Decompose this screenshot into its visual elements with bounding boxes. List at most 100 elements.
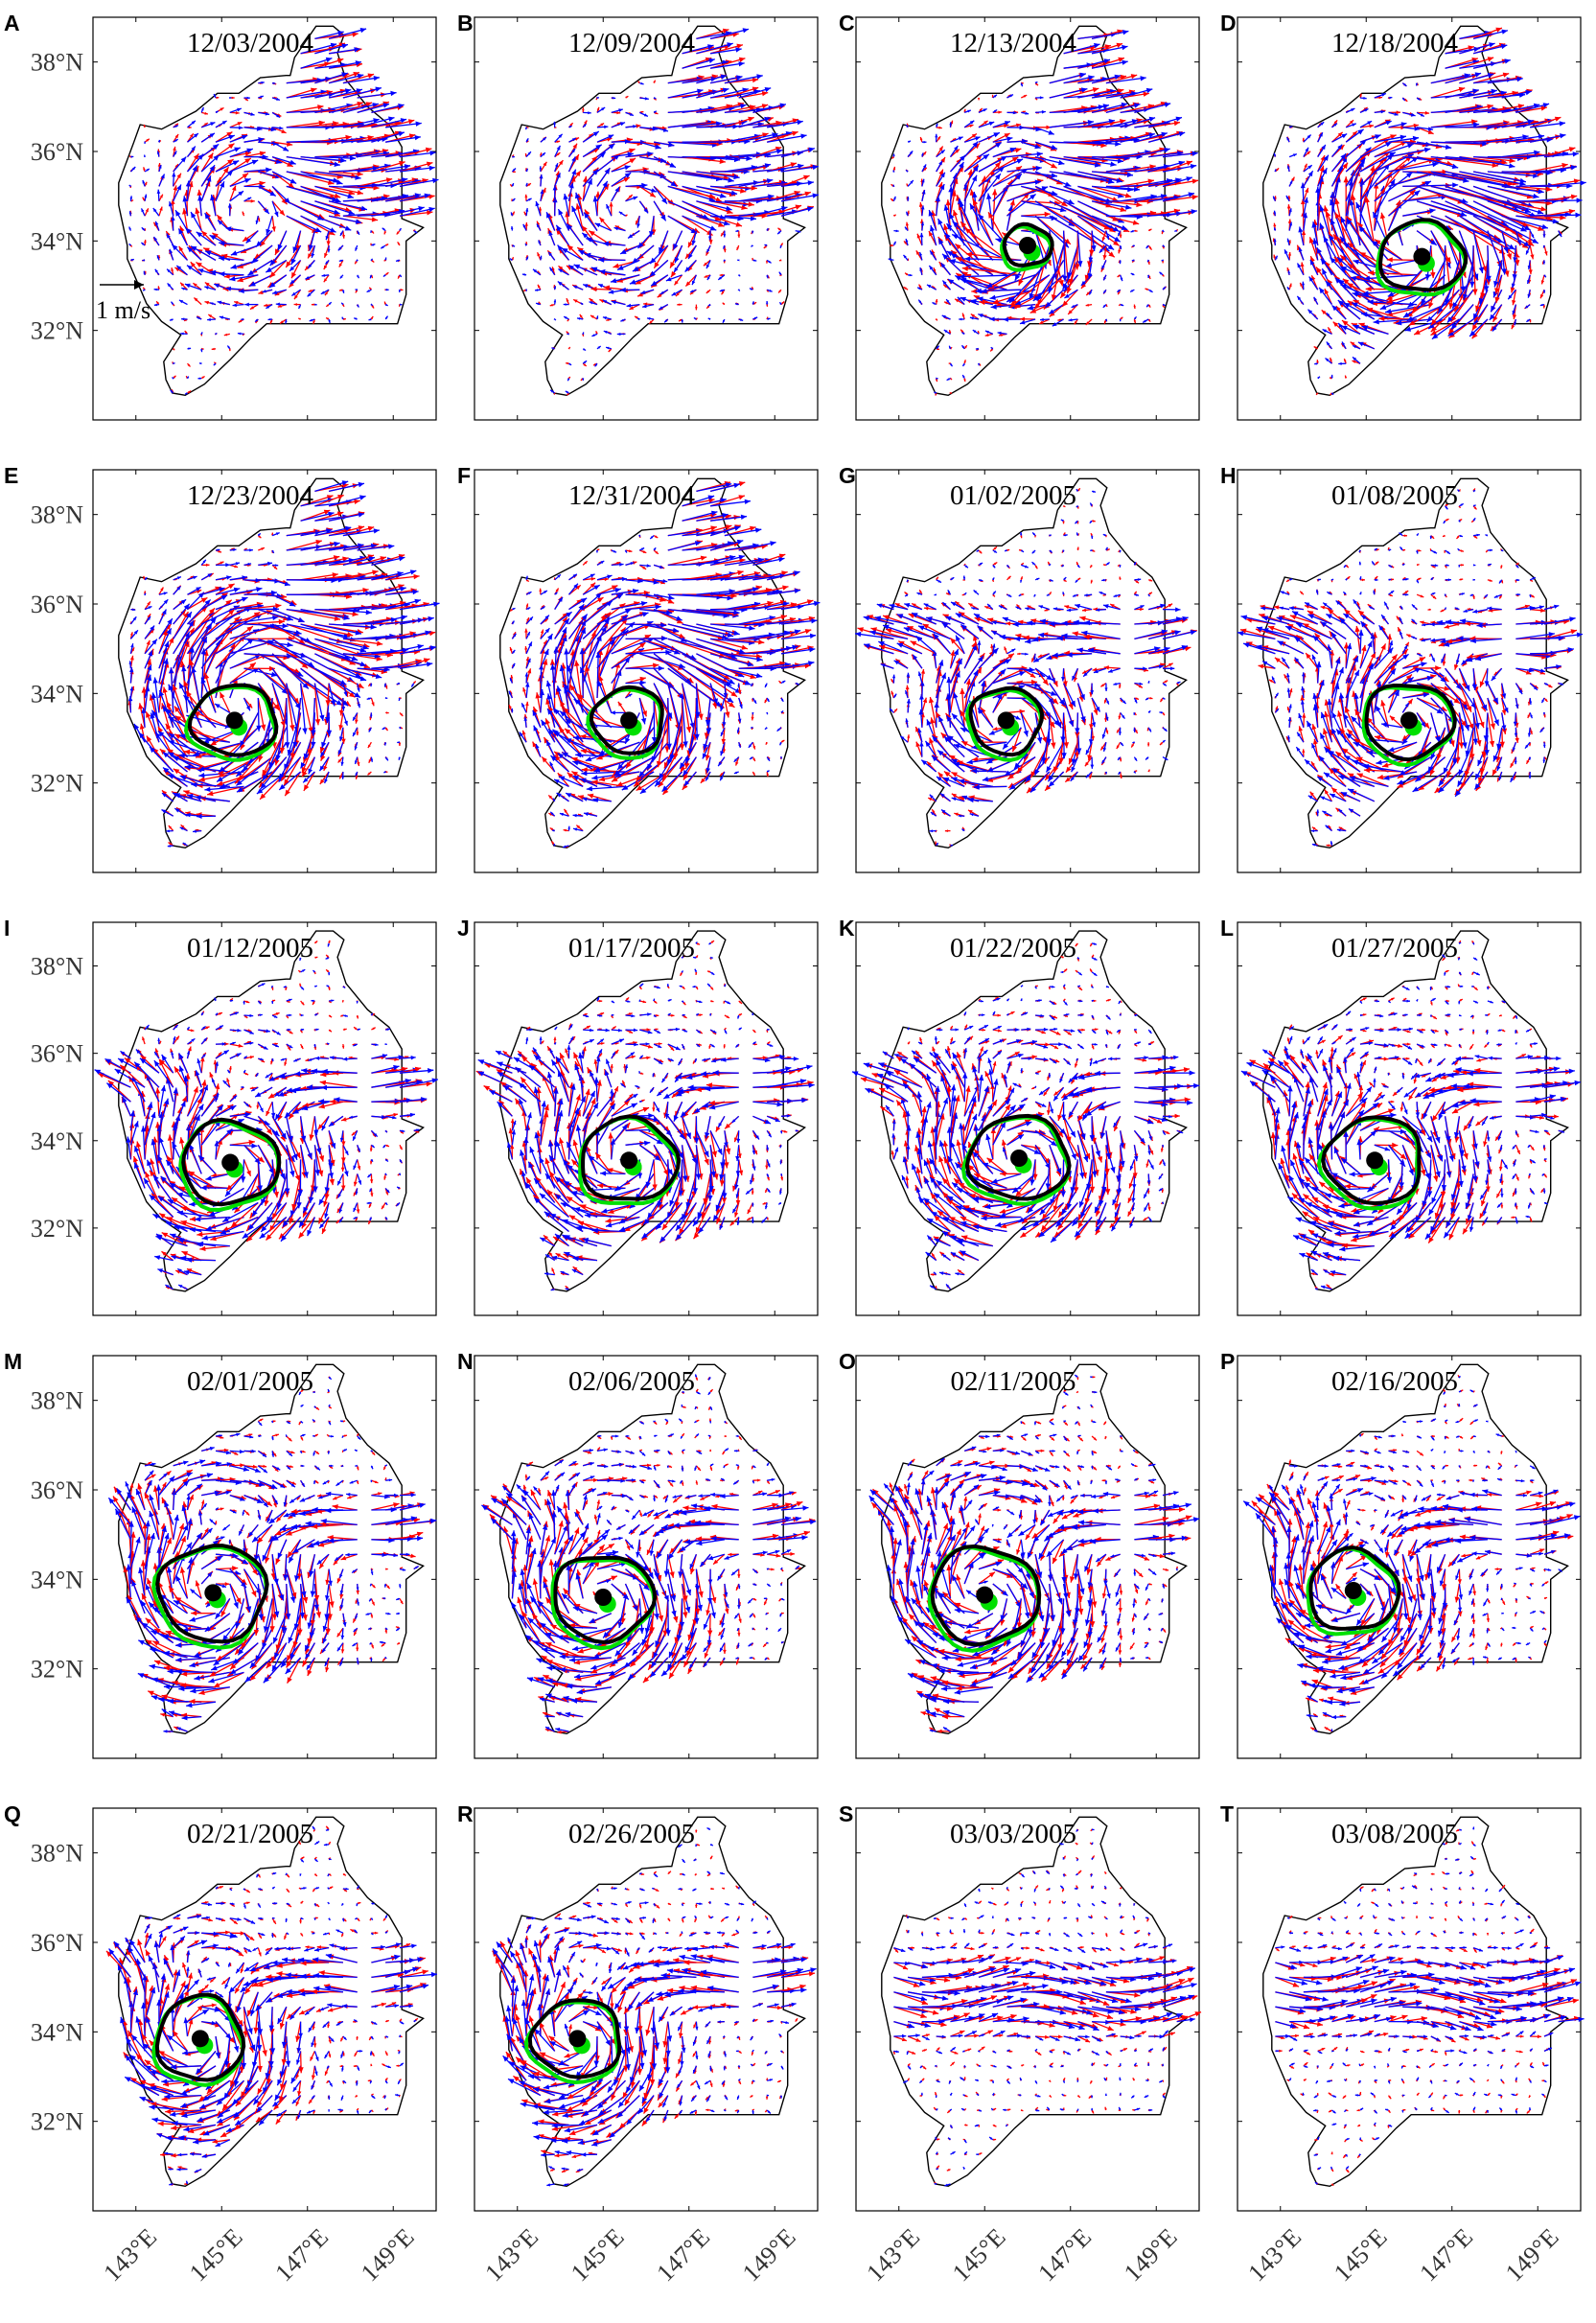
- arrow-red-head: [317, 105, 324, 110]
- arrow-blue-head: [366, 290, 370, 292]
- eddy-center-black: [1019, 237, 1036, 254]
- arrow-blue-head: [238, 191, 243, 197]
- arrow-red-head: [325, 291, 329, 296]
- arrow-blue-head: [144, 194, 148, 198]
- arrow-red-head: [355, 290, 359, 293]
- arrow-blue-head: [182, 196, 188, 202]
- arrow-red-head: [323, 265, 328, 270]
- arrow-blue-head: [206, 175, 212, 182]
- arrow-blue-head: [200, 332, 203, 336]
- arrow-blue-head: [373, 76, 380, 81]
- arrow-red-head: [264, 303, 267, 308]
- arrow-blue-head: [146, 169, 150, 172]
- arrow-blue-head: [275, 158, 283, 164]
- arrow-blue-head: [128, 226, 131, 230]
- arrow-blue-head: [191, 245, 197, 251]
- arrow-blue-head: [341, 302, 344, 306]
- arrow-blue-head: [355, 289, 358, 291]
- panel-C: C12/13/2004: [839, 11, 1200, 421]
- panel-date: 12/09/2004: [568, 28, 696, 58]
- arrow-blue-head: [207, 317, 211, 321]
- arrow-red-head: [195, 207, 200, 215]
- arrow-blue-head: [152, 208, 157, 213]
- arrow-red-head: [204, 282, 210, 287]
- arrow-red-head: [338, 263, 342, 267]
- arrow-blue-head: [197, 153, 204, 160]
- arrow-blue-head: [180, 332, 184, 336]
- arrow-blue-head: [181, 317, 185, 321]
- arrow-blue-head: [341, 316, 344, 320]
- arrow-blue-head: [218, 255, 225, 262]
- arrow-blue-head: [141, 208, 145, 213]
- arrow-blue-head: [132, 167, 136, 171]
- arrow-red-head: [258, 290, 264, 294]
- arrow-red-head: [187, 363, 191, 367]
- arrow-blue-head: [194, 133, 198, 138]
- arrow-red-head: [222, 167, 229, 174]
- arrow-blue-head: [404, 164, 411, 170]
- panel-frame: [92, 16, 437, 421]
- arrow-red-head: [173, 185, 178, 191]
- arrow-blue-head: [344, 88, 352, 94]
- arrow-red-head: [146, 138, 150, 142]
- arrow-red-head: [311, 303, 314, 306]
- arrow-red-head: [207, 152, 214, 159]
- arrow-blue-head: [330, 42, 337, 49]
- arrow-blue: [286, 155, 340, 166]
- arrow-blue-head: [209, 132, 215, 138]
- arrow-blue-head: [157, 139, 160, 143]
- arrow-blue-head: [197, 268, 204, 273]
- arrow-blue-head: [238, 126, 243, 130]
- arrow-red-head: [172, 347, 175, 351]
- arrow-blue: [357, 116, 395, 128]
- arrow-blue-head: [142, 180, 146, 184]
- arrow-blue-head: [184, 283, 191, 289]
- arrow-red-head: [227, 159, 234, 165]
- arrow-red-head: [190, 133, 194, 138]
- arrow-blue: [371, 195, 409, 202]
- arrow-red: [371, 161, 405, 173]
- arrow-red-head: [143, 125, 147, 128]
- arrow-blue-head: [141, 227, 145, 231]
- arrow-blue-head: [212, 144, 220, 151]
- arrow-blue-head: [156, 189, 161, 194]
- arrow-blue-head: [325, 236, 329, 241]
- arrow-blue-head: [325, 261, 329, 265]
- arrow-blue: [314, 155, 357, 159]
- arrow-blue-head: [205, 250, 212, 256]
- arrow-blue-head: [229, 97, 232, 99]
- panel-letter: A: [4, 11, 20, 35]
- arrow-red-head: [223, 333, 228, 337]
- arrow-red-head: [308, 289, 312, 292]
- arrow-red-head: [323, 278, 328, 283]
- arrow-red-head: [223, 273, 230, 279]
- arrow-red-head: [371, 217, 379, 222]
- panel-letter: C: [839, 11, 855, 35]
- arrow-blue-head: [188, 347, 192, 350]
- arrow-blue: [286, 90, 327, 99]
- arrow-red-head: [348, 190, 355, 196]
- arrow-blue-head: [305, 276, 310, 280]
- arrow-blue-head: [370, 303, 373, 306]
- arrow-blue-head: [256, 126, 263, 131]
- arrow-blue-head: [214, 333, 218, 336]
- arrow-blue-head: [245, 238, 252, 244]
- arrow-red-head: [237, 277, 243, 283]
- arrow-blue-head: [173, 151, 177, 155]
- arrow-blue-head: [237, 107, 242, 112]
- arrow-blue-head: [154, 268, 158, 273]
- arrow-red-head: [203, 247, 210, 253]
- arrow-blue-head: [210, 269, 217, 275]
- arrow-red-head: [308, 253, 312, 259]
- arrow-red-head: [244, 158, 251, 164]
- arrow-blue-head: [359, 28, 367, 34]
- arrow-blue-head: [357, 231, 359, 235]
- arrow-blue: [328, 28, 367, 40]
- arrow-blue-head: [156, 255, 160, 259]
- arrow-red: [357, 177, 393, 188]
- arrow-blue-head: [166, 233, 171, 239]
- arrow-red-head: [259, 151, 266, 156]
- arrow-red-head: [228, 143, 235, 150]
- arrow-blue-head: [277, 244, 283, 251]
- arrow-blue-head: [226, 170, 234, 176]
